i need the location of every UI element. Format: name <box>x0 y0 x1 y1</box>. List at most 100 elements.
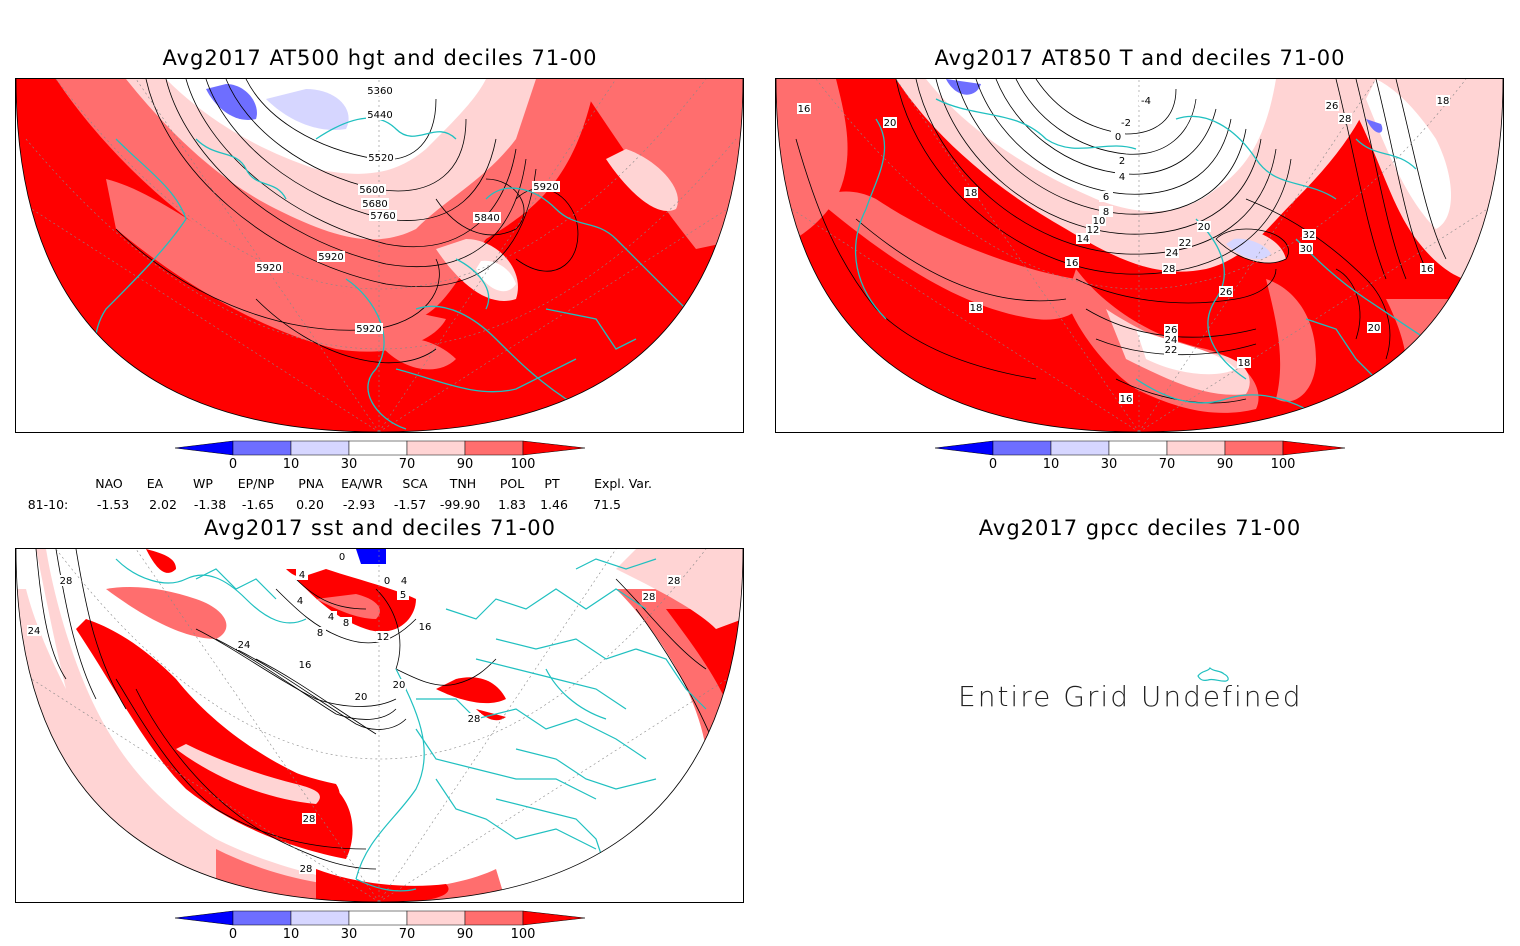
index-header: Expl. Var. <box>594 476 652 491</box>
index-value: -1.57 <box>393 497 427 512</box>
index-header: NAO <box>95 476 123 491</box>
colorbar-swatch <box>348 440 408 456</box>
contour-label: 16 <box>419 622 432 633</box>
index-value: 2.02 <box>149 497 177 512</box>
index-value: 0.20 <box>296 497 324 512</box>
colorbar-swatch <box>232 440 292 456</box>
colorbar-swatches <box>174 440 586 456</box>
contour-label: 30 <box>1300 244 1313 255</box>
contour-label: -2 <box>1121 118 1131 129</box>
t850-contour-labels: -4 -2 0 2 4 6 8 10 12 14 16 16 18 18 20 … <box>797 95 1450 405</box>
contour-label: 20 <box>355 692 368 703</box>
index-value: -2.93 <box>342 497 376 512</box>
colorbar-swatch <box>174 910 234 926</box>
undefined-grid-message: Entire Grid Undefined <box>958 680 1303 713</box>
colorbar-swatch <box>232 910 292 926</box>
panel-title-hgt500: Avg2017 AT500 hgt and deciles 71-00 <box>162 46 598 70</box>
index-value: -1.65 <box>241 497 275 512</box>
colorbar-label: 10 <box>1042 457 1060 472</box>
colorbar-label: 100 <box>510 457 536 472</box>
contour-label: 8 <box>317 628 323 639</box>
t850-map: -4 -2 0 2 4 6 8 10 12 14 16 16 18 18 20 … <box>776 79 1503 432</box>
contour-label: 4 <box>297 596 303 607</box>
contour-label: 5360 <box>367 86 392 97</box>
contour-label: 32 <box>1303 230 1316 241</box>
contour-label: 16 <box>1421 264 1434 275</box>
colorbar-swatch <box>290 910 350 926</box>
colorbar-swatch <box>406 440 466 456</box>
colorbar-hgt500: 0 10 30 70 90 100 <box>174 440 587 476</box>
panel-title-gpcc: Avg2017 gpcc deciles 71-00 <box>978 516 1302 540</box>
contour-label: 5520 <box>368 153 393 164</box>
panel-title-t850: Avg2017 AT850 T and deciles 71-00 <box>934 46 1346 70</box>
contour-label: 5920 <box>256 263 281 274</box>
contour-label: 5 <box>400 590 406 601</box>
colorbar-swatch <box>992 440 1052 456</box>
contour-label: 24 <box>28 626 41 637</box>
colorbar-label: 70 <box>398 457 416 472</box>
colorbar-sst: 0 10 30 70 90 100 <box>174 910 587 946</box>
gpcc-fragment-icon <box>1197 666 1229 682</box>
index-value: 1.46 <box>540 497 568 512</box>
colorbar-swatch <box>174 440 234 456</box>
contour-label: 26 <box>1165 325 1178 336</box>
contour-label: 8 <box>343 618 349 629</box>
colorbar-label: 100 <box>510 927 536 942</box>
colorbar-swatches <box>934 440 1346 456</box>
contour-label: 4 <box>328 612 334 623</box>
contour-label: 16 <box>1066 258 1079 269</box>
contour-label: 24 <box>238 640 251 651</box>
contour-label: 8 <box>1103 207 1109 218</box>
index-value: 1.83 <box>498 497 526 512</box>
colorbar-swatch <box>464 910 524 926</box>
contour-label: 14 <box>1077 234 1090 245</box>
contour-label: 10 <box>1093 216 1106 227</box>
contour-label: 18 <box>1238 358 1251 369</box>
hgt500-map: 5360 5440 5520 5600 5680 5760 5840 5920 … <box>16 79 743 432</box>
contour-label: 0 <box>384 576 390 587</box>
index-header: WP <box>193 476 213 491</box>
index-value: -1.38 <box>193 497 227 512</box>
contour-label: 24 <box>1165 335 1178 346</box>
contour-label: 20 <box>393 680 406 691</box>
contour-label: 28 <box>1339 114 1352 125</box>
index-row-label: 81-10: <box>27 497 69 512</box>
map-panel-hgt500: 5360 5440 5520 5600 5680 5760 5840 5920 … <box>15 78 744 433</box>
colorbar-label: 90 <box>1216 457 1234 472</box>
contour-label: 12 <box>377 632 390 643</box>
colorbar-swatch <box>290 440 350 456</box>
colorbar-label: 30 <box>340 457 358 472</box>
colorbar-swatch <box>522 440 586 456</box>
contour-label: 24 <box>1166 248 1179 259</box>
contour-label: 18 <box>965 188 978 199</box>
contour-label: 5840 <box>474 213 499 224</box>
index-value: -1.53 <box>96 497 130 512</box>
contour-label: 0 <box>1115 132 1121 143</box>
colorbar-label: 10 <box>282 927 300 942</box>
colorbar-label: 70 <box>1158 457 1176 472</box>
contour-label: 28 <box>1163 264 1176 275</box>
index-header: EP/NP <box>237 476 275 491</box>
colorbar-label: 30 <box>340 927 358 942</box>
contour-label: 5920 <box>356 324 381 335</box>
colorbar-swatch <box>348 910 408 926</box>
colorbar-swatch <box>464 440 524 456</box>
colorbar-swatch <box>522 910 586 926</box>
contour-label: -4 <box>1141 96 1151 107</box>
contour-label: 28 <box>668 576 681 587</box>
index-header: POL <box>499 476 525 491</box>
contour-label: 5920 <box>318 252 343 263</box>
sst-contour-labels: 24 28 4 0 4 8 8 12 16 16 20 20 24 28 28 … <box>27 551 681 875</box>
contour-label: 5600 <box>359 185 384 196</box>
colorbar-label: 90 <box>456 457 474 472</box>
contour-label: 22 <box>1165 345 1178 356</box>
colorbar-label: 30 <box>1100 457 1118 472</box>
index-value: 71.5 <box>593 497 621 512</box>
colorbar-label: 0 <box>988 457 998 472</box>
colorbar-label: 10 <box>282 457 300 472</box>
colorbar-swatch <box>1282 440 1346 456</box>
contour-label: 28 <box>303 814 316 825</box>
contour-label: 16 <box>1120 394 1133 405</box>
contour-label: 20 <box>1198 222 1211 233</box>
contour-label: 28 <box>60 576 73 587</box>
